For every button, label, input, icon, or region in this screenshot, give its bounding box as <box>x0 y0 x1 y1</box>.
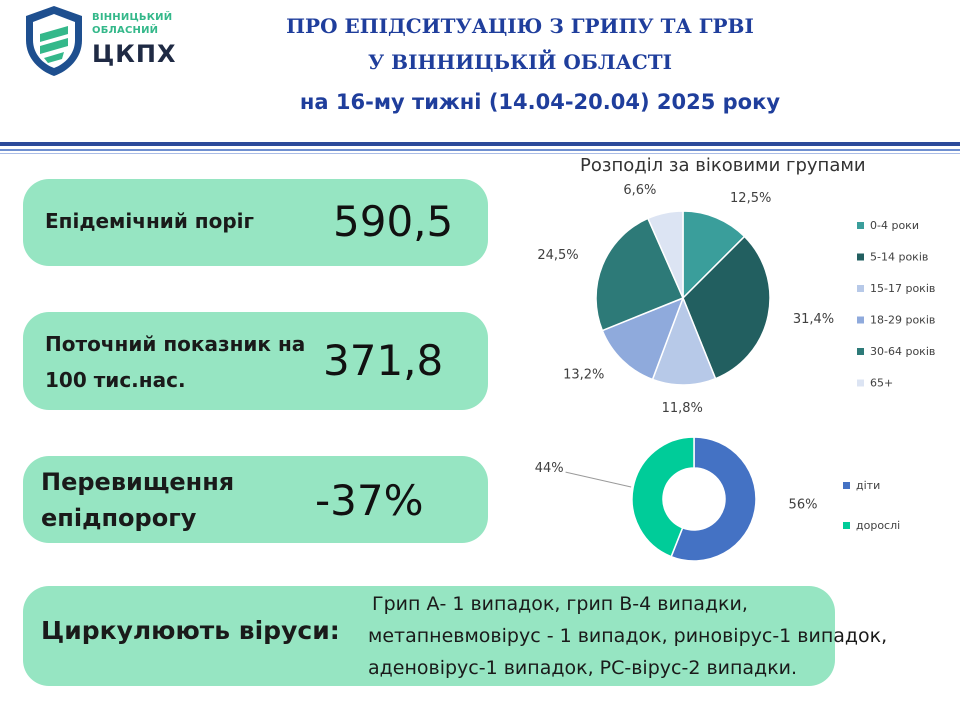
shield-logo-icon <box>26 6 82 76</box>
chart0-data-label-3: 13,2% <box>563 367 604 382</box>
viruses-text: Грип А- 1 випадок, грип В-4 випадки, мет… <box>368 593 888 679</box>
logo-abbreviation: ЦКПХ <box>92 40 177 68</box>
excess-value: -37% <box>315 476 424 525</box>
age-pie-title: Розподіл за віковими групами <box>580 155 866 176</box>
chart1-slice-0 <box>670 436 757 562</box>
chart0-legend-swatch-5 <box>857 379 864 387</box>
chart0-data-label-4: 24,5% <box>537 248 578 263</box>
chart0-legend-swatch-4 <box>857 348 864 355</box>
chart0-slice-3 <box>601 296 685 381</box>
chart0-data-label-5: 6,6% <box>623 183 656 198</box>
logo-line1: ВІННИЦЬКИЙ <box>92 12 173 23</box>
viruses-label: Циркулюють віруси: <box>41 616 340 645</box>
chart0-data-label-2: 11,8% <box>662 401 703 416</box>
chart1-slice-1 <box>631 436 695 558</box>
chart0-legend-label-0: 0-4 роки <box>870 219 919 232</box>
excess-label: Перевищення епідпорогу <box>41 468 235 532</box>
chart1-legend-label-0: діти <box>856 479 880 492</box>
header-divider-3 <box>0 153 960 154</box>
chart0-legend-swatch-2 <box>857 285 864 292</box>
page-subtitle: на 16-му тижні (14.04-20.04) 2025 року <box>299 90 781 114</box>
logo-line2: ОБЛАСНИЙ <box>92 25 159 36</box>
threshold-card: Епідемічний поріг 590,5 <box>23 179 488 266</box>
chart0-legend-swatch-0 <box>857 222 864 229</box>
page-title-line2: У ВІННИЦЬКІЙ ОБЛАСТІ <box>367 50 673 74</box>
current-rate-value: 371,8 <box>323 336 444 385</box>
chart0-legend-label-5: 65+ <box>870 377 893 390</box>
chart0-slice-1 <box>682 235 771 380</box>
current-rate-card: Поточний показник на 100 тис.нас. 371,8 <box>23 312 488 410</box>
current-rate-label: Поточний показник на 100 тис.нас. <box>45 332 306 392</box>
chart0-legend-label-3: 18-29 років <box>870 314 935 327</box>
chart0-legend-label-2: 15-17 років <box>870 282 935 295</box>
viruses-card: Циркулюють віруси: <box>23 586 835 686</box>
chart0-legend-swatch-3 <box>857 316 864 324</box>
logo: ВІННИЦЬКИЙ ОБЛАСНИЙ ЦКПХ <box>22 4 182 78</box>
chart1-data-label-0: 56% <box>789 497 818 512</box>
chart0-slice-5 <box>646 210 684 299</box>
threshold-value: 590,5 <box>333 197 454 246</box>
chart0-slice-0 <box>682 210 746 300</box>
chart0-legend-label-4: 30-64 років <box>870 345 935 358</box>
chart1-legend-swatch-1 <box>843 522 850 529</box>
chart0-legend-swatch-1 <box>857 253 864 261</box>
chart1-legend-label-1: дорослі <box>856 519 900 532</box>
page-title-line1: ПРО ЕПІДСИТУАЦІЮ З ГРИПУ ТА ГРВІ <box>286 14 754 38</box>
chart0-data-label-1: 31,4% <box>793 312 834 327</box>
chart1-leader-1 <box>565 471 632 488</box>
chart0-legend-label-1: 5-14 років <box>870 251 928 264</box>
chart1-data-label-1: 44% <box>535 461 564 476</box>
chart0-data-label-0: 12,5% <box>730 191 771 206</box>
header-divider-2 <box>0 149 960 151</box>
header-divider <box>0 142 960 146</box>
chart0-slice-4 <box>595 217 684 332</box>
chart1-legend-swatch-0 <box>843 482 850 489</box>
threshold-label: Епідемічний поріг <box>45 209 254 233</box>
excess-card: Перевищення епідпорогу -37% <box>23 456 488 543</box>
chart0-slice-2 <box>651 295 717 386</box>
